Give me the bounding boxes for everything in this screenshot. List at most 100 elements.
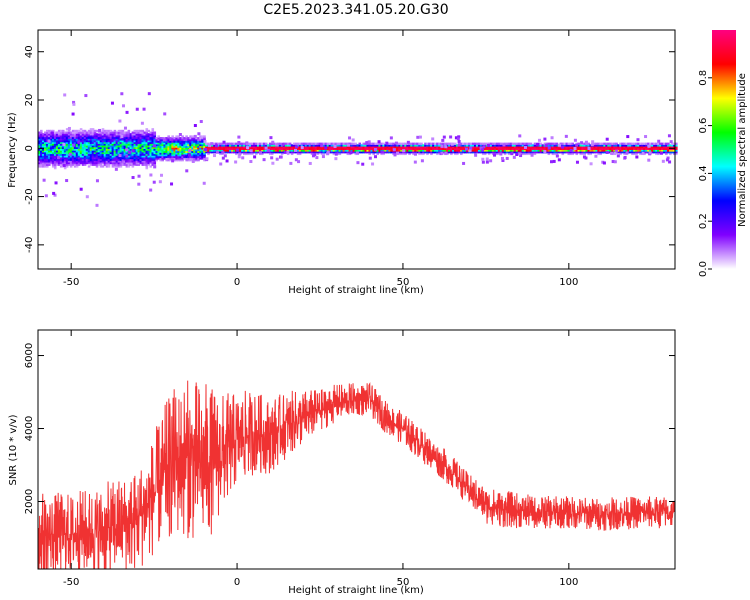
heatmap-cell — [344, 146, 348, 149]
heatmap-cell — [460, 149, 463, 152]
heatmap-cell — [43, 165, 47, 168]
heatmap-cell — [663, 147, 666, 150]
heatmap-cell — [458, 147, 461, 150]
heatmap-cell — [89, 131, 93, 134]
heatmap-cell — [137, 139, 141, 143]
heatmap-cell — [165, 153, 168, 157]
heatmap-cell — [87, 155, 91, 158]
heatmap-cell — [536, 142, 540, 146]
heatmap-cell — [187, 149, 191, 153]
heatmap-cell — [163, 147, 166, 150]
heatmap-cell — [173, 143, 176, 147]
heatmap-cell — [241, 142, 244, 145]
heatmap-cell — [91, 153, 95, 156]
heatmap-cell — [181, 157, 184, 160]
heatmap-cell — [278, 149, 282, 152]
heatmap-cell — [274, 151, 278, 154]
heatmap-cell — [651, 149, 654, 152]
heatmap-cell — [59, 143, 63, 146]
heatmap-cell — [589, 146, 592, 149]
heatmap-cell — [590, 143, 594, 147]
heatmap-cell — [53, 193, 57, 197]
heatmap-cell — [396, 147, 399, 150]
heatmap-cell — [65, 143, 69, 146]
heatmap-cell — [41, 139, 45, 143]
heatmap-cell — [525, 144, 529, 147]
heatmap-cell — [601, 151, 604, 154]
heatmap-cell — [432, 147, 435, 150]
heatmap-cell — [117, 143, 121, 146]
heatmap-cell — [149, 145, 153, 148]
heatmap-cell — [609, 142, 612, 145]
heatmap-cell — [288, 144, 292, 147]
heatmap-cell — [368, 142, 372, 145]
heatmap-cell — [358, 147, 362, 150]
heatmap-cell — [85, 136, 89, 139]
heatmap-cell — [41, 143, 45, 146]
heatmap-cell — [85, 195, 89, 199]
heatmap-cell — [392, 142, 395, 145]
heatmap-cell — [183, 157, 186, 160]
heatmap-cell — [410, 151, 413, 154]
heatmap-cell — [483, 152, 487, 156]
heatmap-cell — [454, 146, 457, 149]
heatmap-cell — [199, 155, 202, 158]
heatmap-cell — [245, 142, 249, 146]
heatmap-cell — [141, 150, 145, 153]
heatmap-cell — [302, 151, 306, 154]
heatmap-cell — [59, 133, 63, 136]
heatmap-cell — [489, 151, 493, 154]
heatmap-cell — [332, 147, 336, 150]
heatmap-cell — [420, 159, 424, 163]
heatmap-cell — [69, 155, 73, 158]
heatmap-cell — [446, 152, 449, 156]
heatmap-cell — [59, 155, 63, 158]
heatmap-cell — [72, 100, 76, 104]
heatmap-cell — [356, 147, 360, 150]
snr-frame — [37, 329, 676, 570]
heatmap-cell — [631, 152, 634, 156]
heatmap-cell — [159, 152, 163, 155]
heatmap-cell — [143, 155, 147, 158]
heatmap-cell — [71, 160, 75, 163]
heatmap-cell — [45, 153, 49, 156]
heatmap-cell — [314, 146, 318, 149]
heatmap-cell — [388, 149, 391, 152]
heatmap-cell — [410, 149, 413, 152]
heatmap-cell — [623, 142, 626, 145]
heatmap-cell — [123, 133, 127, 136]
heatmap-cell — [665, 158, 669, 162]
heatmap-cell — [77, 153, 81, 156]
heatmap-cell — [79, 160, 83, 163]
heatmap-cell — [501, 146, 505, 149]
heatmap-cell — [416, 135, 420, 139]
heatmap-cell — [119, 139, 123, 143]
heatmap-cell — [117, 133, 121, 136]
heatmap-cell — [378, 147, 381, 150]
heatmap-cell — [509, 147, 513, 150]
heatmap-cell — [177, 142, 180, 145]
heatmap-cell — [591, 151, 594, 154]
heatmap-cell — [185, 155, 188, 158]
heatmap-cell — [47, 155, 51, 158]
heatmap-cell — [73, 158, 77, 161]
heatmap-cell — [45, 155, 49, 158]
heatmap-cell — [296, 149, 300, 152]
heatmap-cell — [275, 157, 279, 161]
heatmap-cell — [481, 142, 485, 145]
heatmap-cell — [205, 142, 208, 145]
heatmap-cell — [625, 142, 628, 145]
heatmap-cell — [555, 152, 559, 156]
heatmap-cell — [544, 144, 548, 148]
heatmap-cell — [247, 152, 250, 156]
heatmap-cell — [430, 142, 433, 145]
heatmap-cell — [260, 142, 264, 145]
heatmap-cell — [65, 151, 69, 155]
heatmap-cell — [93, 136, 97, 139]
figure-title: C2E5.2023.341.05.20.G30 — [263, 2, 448, 18]
heatmap-cell — [61, 141, 65, 144]
heatmap-cell — [203, 142, 206, 145]
heatmap-cell — [561, 142, 565, 145]
heatmap-cell — [195, 150, 198, 153]
heatmap-cell — [328, 144, 332, 147]
